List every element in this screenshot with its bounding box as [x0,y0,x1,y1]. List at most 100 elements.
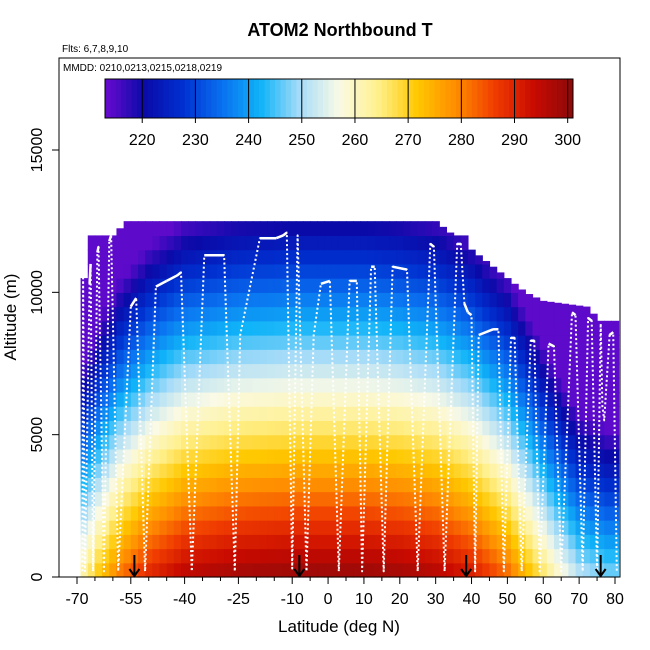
heatmap-cell [589,320,598,336]
heatmap-cell [281,548,290,564]
heatmap-cell [589,534,598,550]
heatmap-cell [188,221,196,236]
x-tick-label: 80 [606,591,624,608]
heatmap-cell [353,477,361,493]
heatmap-cell [417,335,426,350]
heatmap-cell [238,406,247,422]
heatmap-cell [525,306,534,322]
heatmap-cell [159,306,168,322]
heatmap-cell [123,505,132,521]
heatmap-cell [209,505,218,521]
heatmap-cell [453,505,462,521]
heatmap-cell [145,263,153,279]
heatmap-cell [496,505,505,521]
heatmap-cell [109,278,118,293]
heatmap-cell [94,292,103,308]
heatmap-cell [346,505,354,521]
heatmap-cell [338,292,347,308]
heatmap-cell [554,302,562,308]
heatmap-cell [561,505,569,521]
heatmap-cell [374,463,383,478]
heatmap-cell [568,349,577,365]
heatmap-cell [396,562,404,578]
heatmap-cell [446,232,455,236]
heatmap-cell [166,448,175,464]
heatmap-cell [152,463,161,478]
heatmap-cell [274,335,283,350]
heatmap-cell [317,363,326,379]
heatmap-cell [389,491,397,507]
heatmap-cell [374,306,383,322]
heatmap-cell [195,491,204,507]
heatmap-cell [302,448,311,464]
colorbar-tick-label: 250 [288,132,315,149]
heatmap-cell [137,562,146,578]
heatmap-cell [546,448,555,464]
heatmap-cell [116,377,125,393]
heatmap-cell [130,391,139,407]
heatmap-cell [439,292,448,308]
heatmap-cell [489,406,498,422]
heatmap-cell [475,505,483,521]
heatmap-cell [166,235,175,251]
heatmap-cell [460,249,469,265]
flight-cruise-segment [88,263,92,284]
heatmap-cell [532,297,541,308]
heatmap-cell [259,448,268,464]
heatmap-cell [346,434,354,450]
heatmap-cell [130,434,139,450]
heatmap-cell [546,301,555,308]
heatmap-cell [188,235,196,251]
heatmap-cell [109,505,118,521]
heatmap-cell [116,548,125,564]
heatmap-cell [417,548,426,564]
heatmap-cell [482,548,491,564]
heatmap-cell [288,434,297,450]
heatmap-cell [453,406,462,422]
heatmap-cell [224,434,232,450]
heatmap-cell [367,363,376,379]
heatmap-cell [80,520,89,535]
heatmap-cell [145,363,153,379]
heatmap-cell [453,548,462,564]
heatmap-cell [611,406,620,422]
heatmap-cell [259,377,268,393]
heatmap-cell [525,562,534,578]
heatmap-cell [130,221,139,236]
heatmap-cell [281,562,290,578]
heatmap-cell [288,406,297,422]
profile-arrow [460,555,472,578]
colorbar-segment [525,79,531,118]
heatmap-cell [267,278,275,293]
heatmap-cell [123,548,132,564]
heatmap-cell [102,434,110,450]
heatmap-cell [224,548,232,564]
heatmap-cell [87,520,96,535]
heatmap-cell [166,292,175,308]
heatmap-cell [597,320,605,336]
heatmap-cell [510,320,519,336]
heatmap-cell [331,391,340,407]
heatmap-cell [346,420,354,436]
heatmap-cell [231,420,239,436]
heatmap-cell [389,420,397,436]
heatmap-cell [496,562,505,578]
heatmap-cell [324,434,333,450]
heatmap-cell [389,320,397,336]
heatmap-cell [259,235,268,251]
heatmap-cell [518,477,526,493]
heatmap-cell [453,278,462,293]
heatmap-cell [338,491,347,507]
heatmap-cell [518,434,526,450]
heatmap-cell [302,406,311,422]
heatmap-cell [209,562,218,578]
heatmap-cell [123,335,132,350]
colorbar-frame [104,78,574,119]
colorbar-segment [269,79,276,118]
heatmap-cell [503,320,512,336]
heatmap-cell [188,278,196,293]
heatmap-cell [202,463,211,478]
colorbar-segment [429,79,436,118]
heatmap-cell [102,562,110,578]
heatmap-cell [432,377,440,393]
